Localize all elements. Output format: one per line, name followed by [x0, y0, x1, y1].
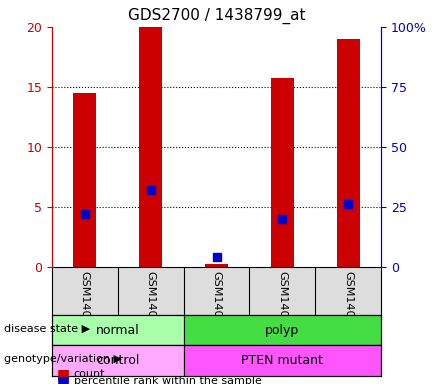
Bar	[205, 264, 228, 267]
Bar	[271, 78, 294, 267]
Bar	[139, 27, 162, 267]
Text: percentile rank within the sample: percentile rank within the sample	[74, 376, 262, 384]
Text: GSM140818: GSM140818	[343, 271, 353, 338]
Text: GSM140813: GSM140813	[211, 271, 222, 338]
Bar	[336, 39, 360, 267]
FancyBboxPatch shape	[52, 314, 184, 346]
Text: GSM140816: GSM140816	[145, 271, 156, 338]
Title: GDS2700 / 1438799_at: GDS2700 / 1438799_at	[128, 8, 305, 24]
Text: normal: normal	[96, 324, 140, 336]
Text: PTEN mutant: PTEN mutant	[241, 354, 323, 367]
Text: GSM140817: GSM140817	[277, 271, 288, 338]
Text: ■: ■	[56, 374, 69, 384]
Text: polyp: polyp	[265, 324, 300, 336]
FancyBboxPatch shape	[184, 314, 381, 346]
FancyBboxPatch shape	[52, 346, 184, 376]
Text: ■: ■	[56, 367, 69, 381]
Text: count: count	[74, 369, 105, 379]
Text: disease state ▶: disease state ▶	[4, 323, 90, 333]
FancyBboxPatch shape	[184, 346, 381, 376]
Text: genotype/variation ▶: genotype/variation ▶	[4, 354, 123, 364]
Text: control: control	[96, 354, 139, 367]
Text: GSM140792: GSM140792	[80, 271, 90, 338]
Bar	[73, 93, 97, 267]
